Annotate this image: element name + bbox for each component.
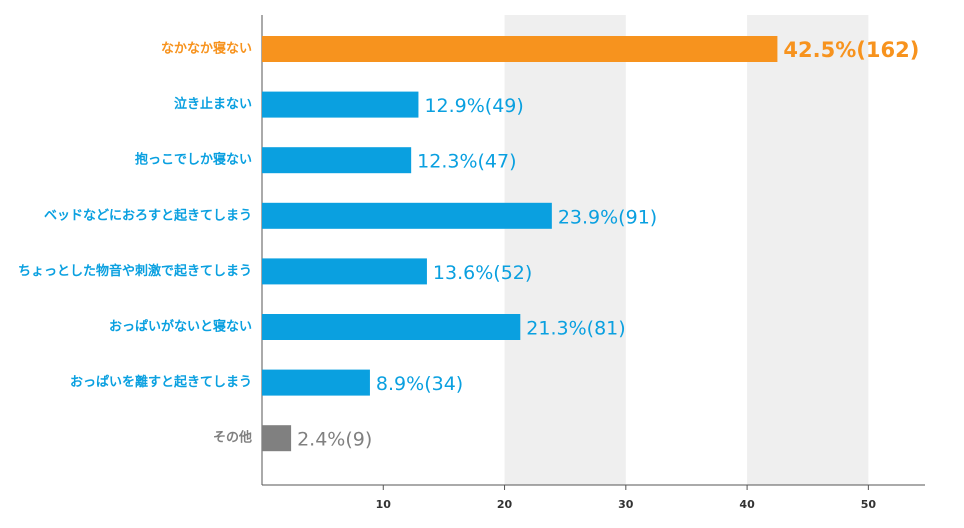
value-label: 2.4%(9) [297, 429, 372, 451]
x-tick-label: 30 [618, 498, 634, 511]
category-label: おっぱいがないと寝ない [109, 319, 252, 335]
category-label: その他 [213, 430, 252, 446]
bar [262, 91, 419, 118]
category-label: おっぱいを離すと起きてしまう [70, 374, 252, 390]
value-label: 12.9%(49) [424, 95, 523, 117]
bar [262, 425, 292, 452]
bar [262, 258, 427, 285]
category-label: ベッドなどにおろすと起きてしまう [44, 207, 252, 223]
x-tick-label: 40 [739, 498, 755, 511]
value-label: 12.3%(47) [417, 151, 516, 173]
bar [262, 147, 412, 174]
grid-band [747, 15, 869, 485]
category-label: ちょっとした物音や刺激で起きてしまう [18, 263, 252, 279]
value-label: 23.9%(91) [558, 206, 657, 228]
value-label: 8.9%(34) [376, 373, 463, 395]
value-label: 21.3%(81) [526, 318, 625, 340]
x-tick-label: 10 [376, 498, 392, 511]
grid-band [504, 15, 626, 485]
bar [262, 202, 552, 229]
value-label: 42.5%(162) [783, 38, 919, 62]
bar [262, 36, 778, 62]
x-tick-label: 20 [497, 498, 513, 511]
category-label: 泣き止まない [174, 96, 252, 112]
x-tick-label: 50 [861, 498, 877, 511]
category-label: なかなか寝ない [161, 41, 252, 57]
category-label: 抱っこでしか寝ない [135, 152, 252, 168]
bar [262, 369, 370, 396]
bar [262, 314, 521, 340]
value-label: 13.6%(52) [433, 262, 532, 284]
